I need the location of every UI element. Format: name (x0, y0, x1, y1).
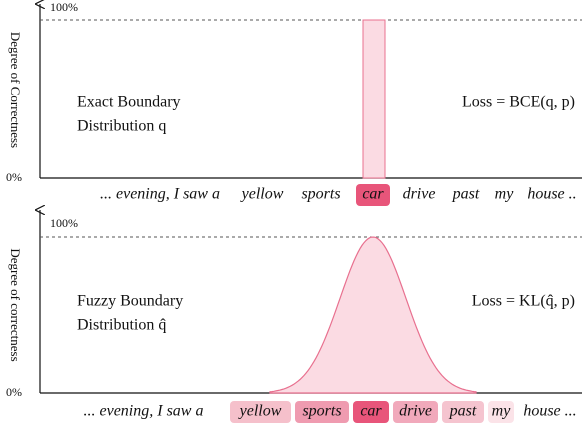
word: my (492, 403, 512, 420)
word-highlight (295, 401, 349, 423)
name: Fuzzy Boundary (77, 293, 183, 310)
word: yellow (240, 186, 284, 203)
name: Distribution q̂ (77, 317, 166, 334)
word: yellow (238, 403, 282, 420)
axis-label: Degree of Correctness (8, 32, 23, 148)
tick: 0% (6, 385, 22, 399)
word: past (452, 186, 480, 203)
word: my (495, 186, 515, 203)
name: Exact Boundary (77, 94, 181, 111)
word: drive (403, 186, 436, 203)
word-highlight (393, 401, 438, 423)
tick: 100% (50, 0, 78, 14)
word: car (362, 186, 384, 203)
fuzzy-curve (269, 236, 477, 394)
exact-bar (362, 19, 386, 179)
word-highlight (442, 401, 484, 423)
tick: 0% (6, 170, 22, 184)
name: Distribution q (77, 118, 166, 135)
word: car (360, 403, 382, 420)
loss: Loss = KL(q̂, p) (472, 293, 575, 310)
word: house .. (527, 186, 576, 203)
word-highlight (488, 401, 514, 423)
word: house ... (523, 403, 576, 420)
axis-label: Degree of correctness (8, 248, 23, 361)
word-highlight (230, 401, 291, 423)
word: ... evening, I saw a (84, 403, 204, 420)
word: past (449, 403, 477, 420)
word: drive (399, 403, 432, 420)
word: sports (301, 186, 340, 203)
word-highlight (356, 184, 390, 206)
word: ... evening, I saw a (100, 186, 220, 203)
loss: Loss = BCE(q, p) (462, 94, 575, 111)
word: sports (302, 403, 341, 420)
tick: 100% (50, 216, 78, 230)
word-highlight (353, 401, 389, 423)
